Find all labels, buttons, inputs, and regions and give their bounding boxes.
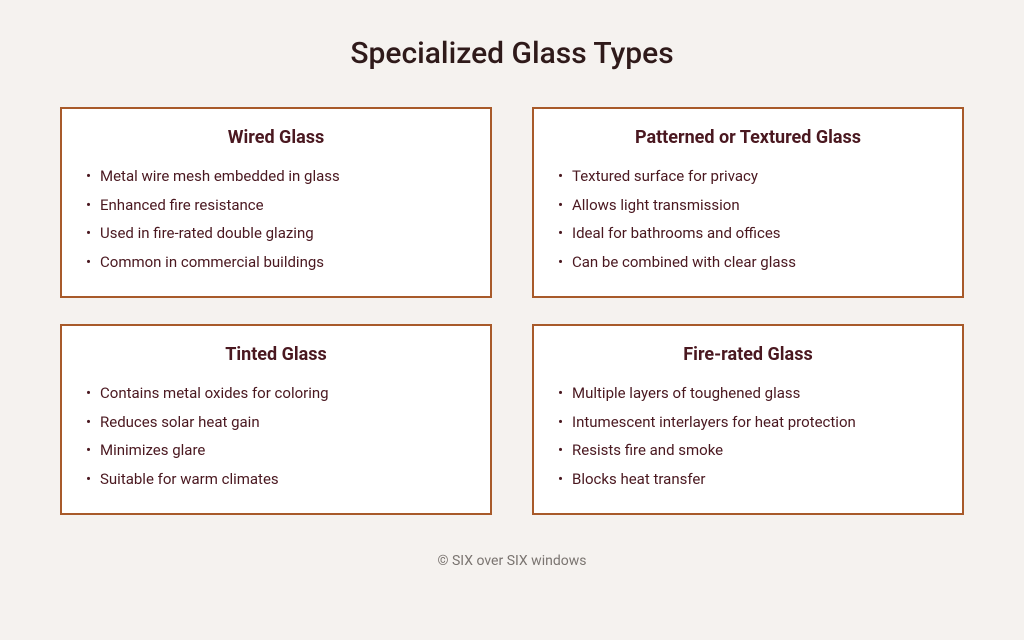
bullet-item: Resists fire and smoke	[558, 436, 938, 465]
bullet-list: Metal wire mesh embedded in glass Enhanc…	[86, 162, 466, 276]
page-title: Specialized Glass Types	[350, 36, 673, 71]
bullet-item: Reduces solar heat gain	[86, 408, 466, 437]
bullet-item: Common in commercial buildings	[86, 248, 466, 277]
bullet-item: Textured surface for privacy	[558, 162, 938, 191]
cards-grid: Wired Glass Metal wire mesh embedded in …	[60, 107, 964, 515]
page: Specialized Glass Types Wired Glass Meta…	[0, 0, 1024, 640]
bullet-item: Can be combined with clear glass	[558, 248, 938, 277]
bullet-item: Intumescent interlayers for heat protect…	[558, 408, 938, 437]
card-wired-glass: Wired Glass Metal wire mesh embedded in …	[60, 107, 492, 298]
bullet-item: Suitable for warm climates	[86, 465, 466, 494]
bullet-item: Enhanced fire resistance	[86, 191, 466, 220]
bullet-item: Ideal for bathrooms and offices	[558, 219, 938, 248]
bullet-list: Textured surface for privacy Allows ligh…	[558, 162, 938, 276]
bullet-list: Multiple layers of toughened glass Intum…	[558, 379, 938, 493]
card-patterned-glass: Patterned or Textured Glass Textured sur…	[532, 107, 964, 298]
card-title: Patterned or Textured Glass	[558, 127, 938, 148]
card-title: Fire-rated Glass	[558, 344, 938, 365]
card-fire-rated-glass: Fire-rated Glass Multiple layers of toug…	[532, 324, 964, 515]
bullet-item: Allows light transmission	[558, 191, 938, 220]
bullet-item: Used in fire-rated double glazing	[86, 219, 466, 248]
bullet-item: Blocks heat transfer	[558, 465, 938, 494]
bullet-item: Contains metal oxides for coloring	[86, 379, 466, 408]
bullet-item: Multiple layers of toughened glass	[558, 379, 938, 408]
card-title: Wired Glass	[86, 127, 466, 148]
card-tinted-glass: Tinted Glass Contains metal oxides for c…	[60, 324, 492, 515]
card-title: Tinted Glass	[86, 344, 466, 365]
bullet-item: Minimizes glare	[86, 436, 466, 465]
bullet-item: Metal wire mesh embedded in glass	[86, 162, 466, 191]
bullet-list: Contains metal oxides for coloring Reduc…	[86, 379, 466, 493]
footer-credit: © SIX over SIX windows	[438, 553, 587, 569]
